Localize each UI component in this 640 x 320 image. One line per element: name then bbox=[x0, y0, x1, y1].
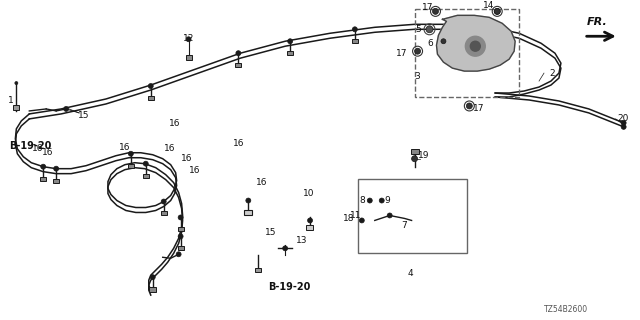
Text: 8: 8 bbox=[360, 196, 365, 205]
Circle shape bbox=[380, 198, 384, 203]
Circle shape bbox=[387, 213, 392, 218]
Text: 20: 20 bbox=[618, 114, 629, 124]
Bar bbox=[411, 149, 419, 154]
Circle shape bbox=[161, 199, 166, 204]
Circle shape bbox=[412, 156, 417, 162]
Text: 1: 1 bbox=[8, 96, 14, 106]
Circle shape bbox=[621, 124, 626, 129]
Circle shape bbox=[415, 48, 420, 54]
Circle shape bbox=[176, 252, 181, 257]
Text: 17: 17 bbox=[396, 49, 407, 58]
Circle shape bbox=[465, 36, 485, 56]
Bar bbox=[40, 177, 46, 180]
Text: 14: 14 bbox=[483, 1, 495, 10]
Text: 3: 3 bbox=[415, 72, 420, 81]
Bar bbox=[143, 174, 148, 178]
Circle shape bbox=[246, 198, 251, 203]
Circle shape bbox=[287, 39, 292, 44]
Bar bbox=[53, 179, 59, 183]
Bar bbox=[161, 212, 166, 215]
Text: 4: 4 bbox=[408, 269, 413, 278]
Text: 17: 17 bbox=[474, 104, 485, 114]
Text: 16: 16 bbox=[42, 148, 54, 157]
Circle shape bbox=[359, 218, 364, 223]
Bar bbox=[178, 246, 184, 250]
Text: 15: 15 bbox=[265, 228, 276, 237]
Circle shape bbox=[186, 37, 191, 42]
Text: 16: 16 bbox=[119, 143, 131, 152]
Text: 16: 16 bbox=[169, 119, 180, 128]
Circle shape bbox=[494, 8, 500, 14]
Circle shape bbox=[236, 51, 241, 56]
Circle shape bbox=[148, 84, 153, 89]
Text: 10: 10 bbox=[303, 189, 315, 198]
Circle shape bbox=[150, 275, 156, 280]
Text: 16: 16 bbox=[189, 166, 200, 175]
Circle shape bbox=[54, 166, 59, 171]
Circle shape bbox=[41, 164, 45, 169]
Text: 7: 7 bbox=[402, 221, 408, 230]
Circle shape bbox=[143, 161, 148, 166]
Circle shape bbox=[441, 39, 446, 44]
Bar bbox=[128, 164, 134, 168]
Text: B-19-20: B-19-20 bbox=[268, 282, 310, 292]
Bar bbox=[244, 211, 252, 215]
Text: FR.: FR. bbox=[587, 17, 607, 27]
Bar bbox=[352, 39, 358, 43]
Text: 2: 2 bbox=[549, 68, 555, 78]
Circle shape bbox=[470, 41, 480, 51]
Bar bbox=[148, 287, 156, 292]
Polygon shape bbox=[436, 15, 515, 71]
Text: 9: 9 bbox=[385, 196, 390, 205]
Text: 15: 15 bbox=[78, 111, 90, 120]
Circle shape bbox=[283, 246, 287, 251]
Circle shape bbox=[178, 234, 183, 239]
Text: 16: 16 bbox=[256, 178, 268, 187]
Bar bbox=[255, 268, 261, 272]
Circle shape bbox=[178, 215, 183, 220]
Bar bbox=[236, 63, 241, 67]
Text: 16: 16 bbox=[180, 154, 192, 163]
Text: 17: 17 bbox=[422, 3, 433, 12]
Circle shape bbox=[63, 107, 68, 111]
Bar bbox=[306, 225, 313, 230]
Text: 11: 11 bbox=[350, 211, 362, 220]
Text: B-19-20: B-19-20 bbox=[10, 141, 52, 151]
Bar bbox=[358, 179, 467, 253]
Circle shape bbox=[367, 198, 372, 203]
Text: 16: 16 bbox=[164, 144, 175, 153]
Bar bbox=[13, 105, 19, 110]
Circle shape bbox=[494, 8, 500, 14]
Bar bbox=[178, 228, 184, 231]
Bar bbox=[186, 55, 191, 60]
Text: 16: 16 bbox=[32, 144, 44, 153]
Circle shape bbox=[426, 26, 433, 33]
Bar bbox=[148, 96, 154, 100]
Text: 13: 13 bbox=[296, 236, 308, 245]
Text: 18: 18 bbox=[343, 214, 355, 223]
Circle shape bbox=[15, 82, 18, 84]
Circle shape bbox=[433, 8, 438, 14]
Text: 5: 5 bbox=[415, 25, 421, 34]
Circle shape bbox=[467, 103, 472, 109]
Text: 12: 12 bbox=[182, 34, 194, 43]
Text: 19: 19 bbox=[417, 151, 429, 160]
Circle shape bbox=[353, 27, 357, 32]
Bar bbox=[415, 9, 519, 97]
Circle shape bbox=[308, 218, 312, 223]
Circle shape bbox=[129, 151, 133, 156]
Text: TZ54B2600: TZ54B2600 bbox=[544, 305, 588, 314]
Text: 6: 6 bbox=[428, 39, 433, 48]
Circle shape bbox=[621, 120, 626, 125]
Bar bbox=[287, 51, 293, 55]
Text: 16: 16 bbox=[234, 139, 245, 148]
